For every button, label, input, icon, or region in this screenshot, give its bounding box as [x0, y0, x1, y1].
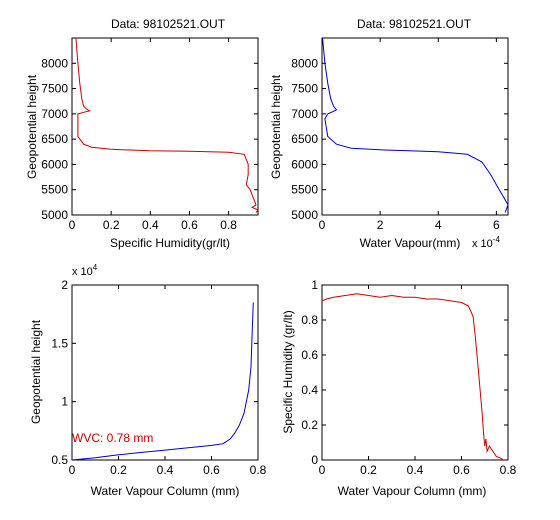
data-series-line	[71, 302, 254, 461]
exponent-power: -4	[493, 235, 501, 244]
subplot-water-vapour: Data: 98102521.OUT Water Vapour(mm) x 10…	[269, 17, 500, 250]
subplot-title: Data: 98102521.OUT	[111, 17, 226, 31]
x-tick-label: 0	[319, 463, 326, 477]
y-tick-label: 7000	[291, 107, 318, 121]
y-tick-label: 5500	[41, 183, 68, 197]
y-tick-label: 0	[311, 453, 318, 467]
x-tick-label: 6	[493, 218, 500, 232]
wvc-annotation: WVC: 0.78 mm	[72, 431, 153, 445]
y-tick-label: 6000	[41, 157, 68, 171]
axes-frame	[321, 37, 509, 216]
y-axis-label: Geopotential height	[269, 74, 283, 179]
exponent-base: x 10	[472, 238, 493, 250]
y-tick-label: 1	[61, 395, 68, 409]
plot-3: 0 0.2 0.4 0.6 0.8 0 0.2 0.4 0.6 0.8 1	[301, 278, 516, 477]
y-tick-label: 1	[311, 278, 318, 292]
y-tick-label: 0.8	[301, 313, 318, 327]
data-series-line	[321, 293, 504, 461]
x-axis-exponent: x 10-4	[472, 235, 500, 250]
x-axis-label: Water Vapour Column (mm)	[91, 484, 240, 498]
x-axis-label: Specific Humidity(gr/lt)	[110, 236, 230, 250]
x-tick-label: 0.6	[181, 218, 198, 232]
x-tick-label: 2	[377, 218, 384, 232]
x-tick-label: 0.4	[157, 463, 174, 477]
y-tick-label: 6500	[41, 132, 68, 146]
x-tick-label: 0.6	[203, 463, 220, 477]
subplot-specific-humidity: Data: 98102521.OUT Specific Humidity(gr/…	[25, 17, 230, 250]
y-tick-label: 5000	[41, 208, 68, 222]
y-tick-label: 5000	[291, 208, 318, 222]
exponent-power: 4	[93, 263, 98, 272]
x-tick-label: 0.2	[103, 218, 120, 232]
y-tick-label: 6500	[291, 132, 318, 146]
y-tick-label: 7500	[41, 82, 68, 96]
x-tick-label: 0.6	[453, 463, 470, 477]
x-axis-label: Water Vapour(mm)	[360, 236, 461, 250]
data-series-line	[322, 37, 509, 213]
y-tick-label: 8000	[41, 56, 68, 70]
x-tick-label: 0.8	[220, 218, 237, 232]
data-series-line	[75, 37, 259, 213]
x-tick-label: 0	[69, 463, 76, 477]
y-tick-label: 0.2	[301, 418, 318, 432]
x-tick-label: 0.4	[407, 463, 424, 477]
plot-areas: 0 0.2 0.4 0.6 0.8500055006000650070007500800…	[41, 37, 517, 477]
axes-frame	[71, 37, 259, 216]
y-tick-label: 0.5	[51, 453, 68, 467]
x-tick-label: 0	[69, 218, 76, 232]
plot-2: 0 0.2 0.4 0.6 0.8 0.5 1 1.5 2	[51, 278, 266, 477]
plot-0: 0 0.2 0.4 0.6 0.8 5000 5500 6000 6500 7000 7500 800…	[41, 37, 259, 232]
y-axis-label: Geopotential height	[29, 319, 43, 424]
y-tick-label: 7000	[41, 107, 68, 121]
x-tick-label: 0.4	[142, 218, 159, 232]
y-tick-label: 6000	[291, 157, 318, 171]
x-tick-label: 0.8	[500, 463, 517, 477]
y-tick-label: 8000	[291, 56, 318, 70]
y-axis-label: Geopotential height	[25, 74, 39, 179]
y-tick-label: 5500	[291, 183, 318, 197]
y-tick-label: 7500	[291, 82, 318, 96]
x-tick-label: 0.8	[250, 463, 267, 477]
subplot-water-vapour-column-height: x 104 Water Vapour Column (mm) Geopotent…	[29, 263, 239, 498]
plot-1: 0 2 4 6 5000 5500 6000 6500 7000 7500 8000	[291, 37, 509, 232]
subplot-title: Data: 98102521.OUT	[357, 17, 472, 31]
x-tick-label: 4	[435, 218, 442, 232]
y-axis-label: Specific Humidity (gr/lt)	[281, 310, 295, 433]
exponent-base: x 10	[72, 266, 93, 278]
y-tick-label: 0.4	[301, 383, 318, 397]
y-axis-exponent: x 104	[72, 263, 98, 278]
y-tick-label: 1.5	[51, 336, 68, 350]
x-tick-label: 0.2	[360, 463, 377, 477]
y-tick-label: 0.6	[301, 348, 318, 362]
y-tick-label: 2	[61, 278, 68, 292]
x-tick-label: 0.2	[110, 463, 127, 477]
x-axis-label: Water Vapour Column (mm)	[338, 484, 487, 498]
subplot-humidity-vs-column: Water Vapour Column (mm) Specific Humidi…	[281, 310, 486, 498]
x-tick-label: 0	[319, 218, 326, 232]
